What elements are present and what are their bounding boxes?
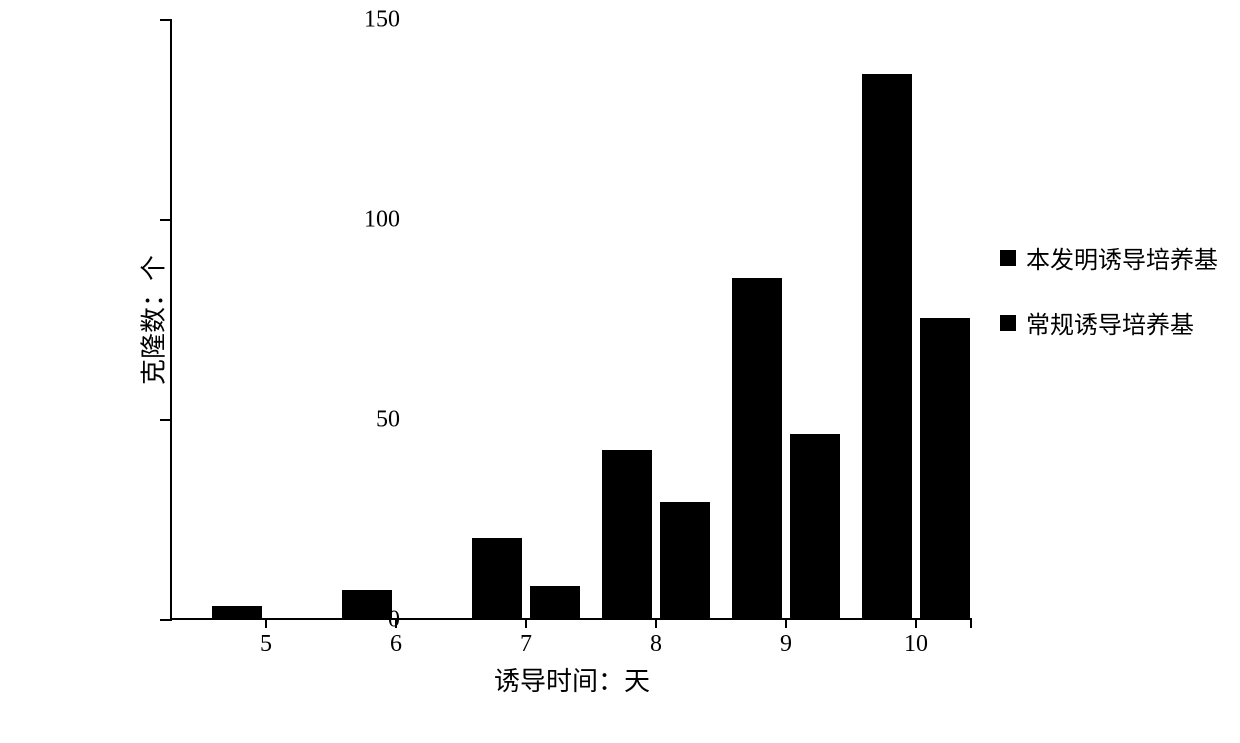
y-tick-label: 150 <box>364 7 400 34</box>
bar <box>212 606 262 618</box>
legend-item: 本发明诱导培养基 <box>1000 240 1218 275</box>
x-tick-label: 6 <box>390 631 402 658</box>
legend-item: 常规诱导培养基 <box>1000 305 1218 340</box>
y-tick <box>160 219 172 221</box>
y-tick <box>160 19 172 21</box>
y-tick <box>160 419 172 421</box>
x-tick <box>970 618 972 628</box>
x-tick <box>655 618 657 628</box>
y-tick-label: 50 <box>376 407 400 434</box>
x-tick-label: 10 <box>904 631 928 658</box>
plot-area: 克隆数：个 诱导时间：天 5678910 <box>170 20 970 620</box>
x-tick-label: 9 <box>780 631 792 658</box>
x-axis-label: 诱导时间：天 <box>494 661 650 698</box>
bar <box>472 538 522 618</box>
x-tick-label: 8 <box>650 631 662 658</box>
legend-label: 常规诱导培养基 <box>1026 305 1194 340</box>
bar <box>342 590 392 618</box>
bar <box>732 278 782 618</box>
legend-marker-icon <box>1000 250 1016 266</box>
x-tick <box>785 618 787 628</box>
bar <box>862 74 912 618</box>
x-tick-label: 5 <box>260 631 272 658</box>
y-tick-label: 100 <box>364 207 400 234</box>
legend-marker-icon <box>1000 315 1016 331</box>
x-tick-label: 7 <box>520 631 532 658</box>
y-tick-label: 0 <box>388 607 400 634</box>
y-axis-label: 克隆数：个 <box>134 255 171 385</box>
legend-label: 本发明诱导培养基 <box>1026 240 1218 275</box>
chart-container: 克隆数：个 诱导时间：天 5678910 本发明诱导培养基 常规诱导培养基 05… <box>60 10 1220 730</box>
bar <box>530 586 580 618</box>
legend: 本发明诱导培养基 常规诱导培养基 <box>1000 240 1218 370</box>
x-tick <box>915 618 917 628</box>
x-tick <box>265 618 267 628</box>
x-tick <box>525 618 527 628</box>
bar <box>660 502 710 618</box>
bar <box>602 450 652 618</box>
y-tick <box>160 619 172 621</box>
bar <box>790 434 840 618</box>
bar <box>920 318 970 618</box>
